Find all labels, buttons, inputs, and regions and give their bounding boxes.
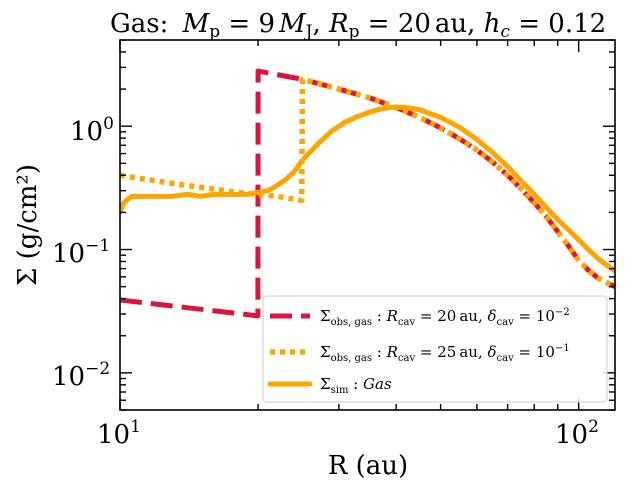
x-axis-label: R (au) [328,451,408,481]
legend: Σobs, gas : Rcav = 20 au, δcav = 10−2 Σob… [262,295,608,403]
x-tick-label-10: 101 [97,417,141,450]
y-tick-label-0.01: 10−2 [52,359,110,392]
x-tick-label-100: 102 [555,417,599,450]
series-layer [120,68,615,319]
plot-frame [119,39,616,411]
legend-entry-sim-gas: Σsim : Gas [320,375,392,396]
y-tick-label-1: 100 [70,114,114,147]
legend-box [262,295,608,403]
legend-entry-rcav-20: Σobs, gas : Rcav = 20 au, δcav = 10−2 [320,307,570,328]
y-tick-label-0.1: 10−1 [52,236,110,269]
y-axis-label: Σ (g/cm²) [13,164,43,286]
ticks-layer [119,39,615,411]
chart-title: Gas: Mp = 9 MJ, Rp = 20 au, hc = 0.12 [110,9,606,42]
series-line-solid [120,104,615,274]
legend-entry-rcav-25: Σobs, gas : Rcav = 25 au, δcav = 10−1 [320,343,570,364]
series-line-dotted [120,76,615,290]
